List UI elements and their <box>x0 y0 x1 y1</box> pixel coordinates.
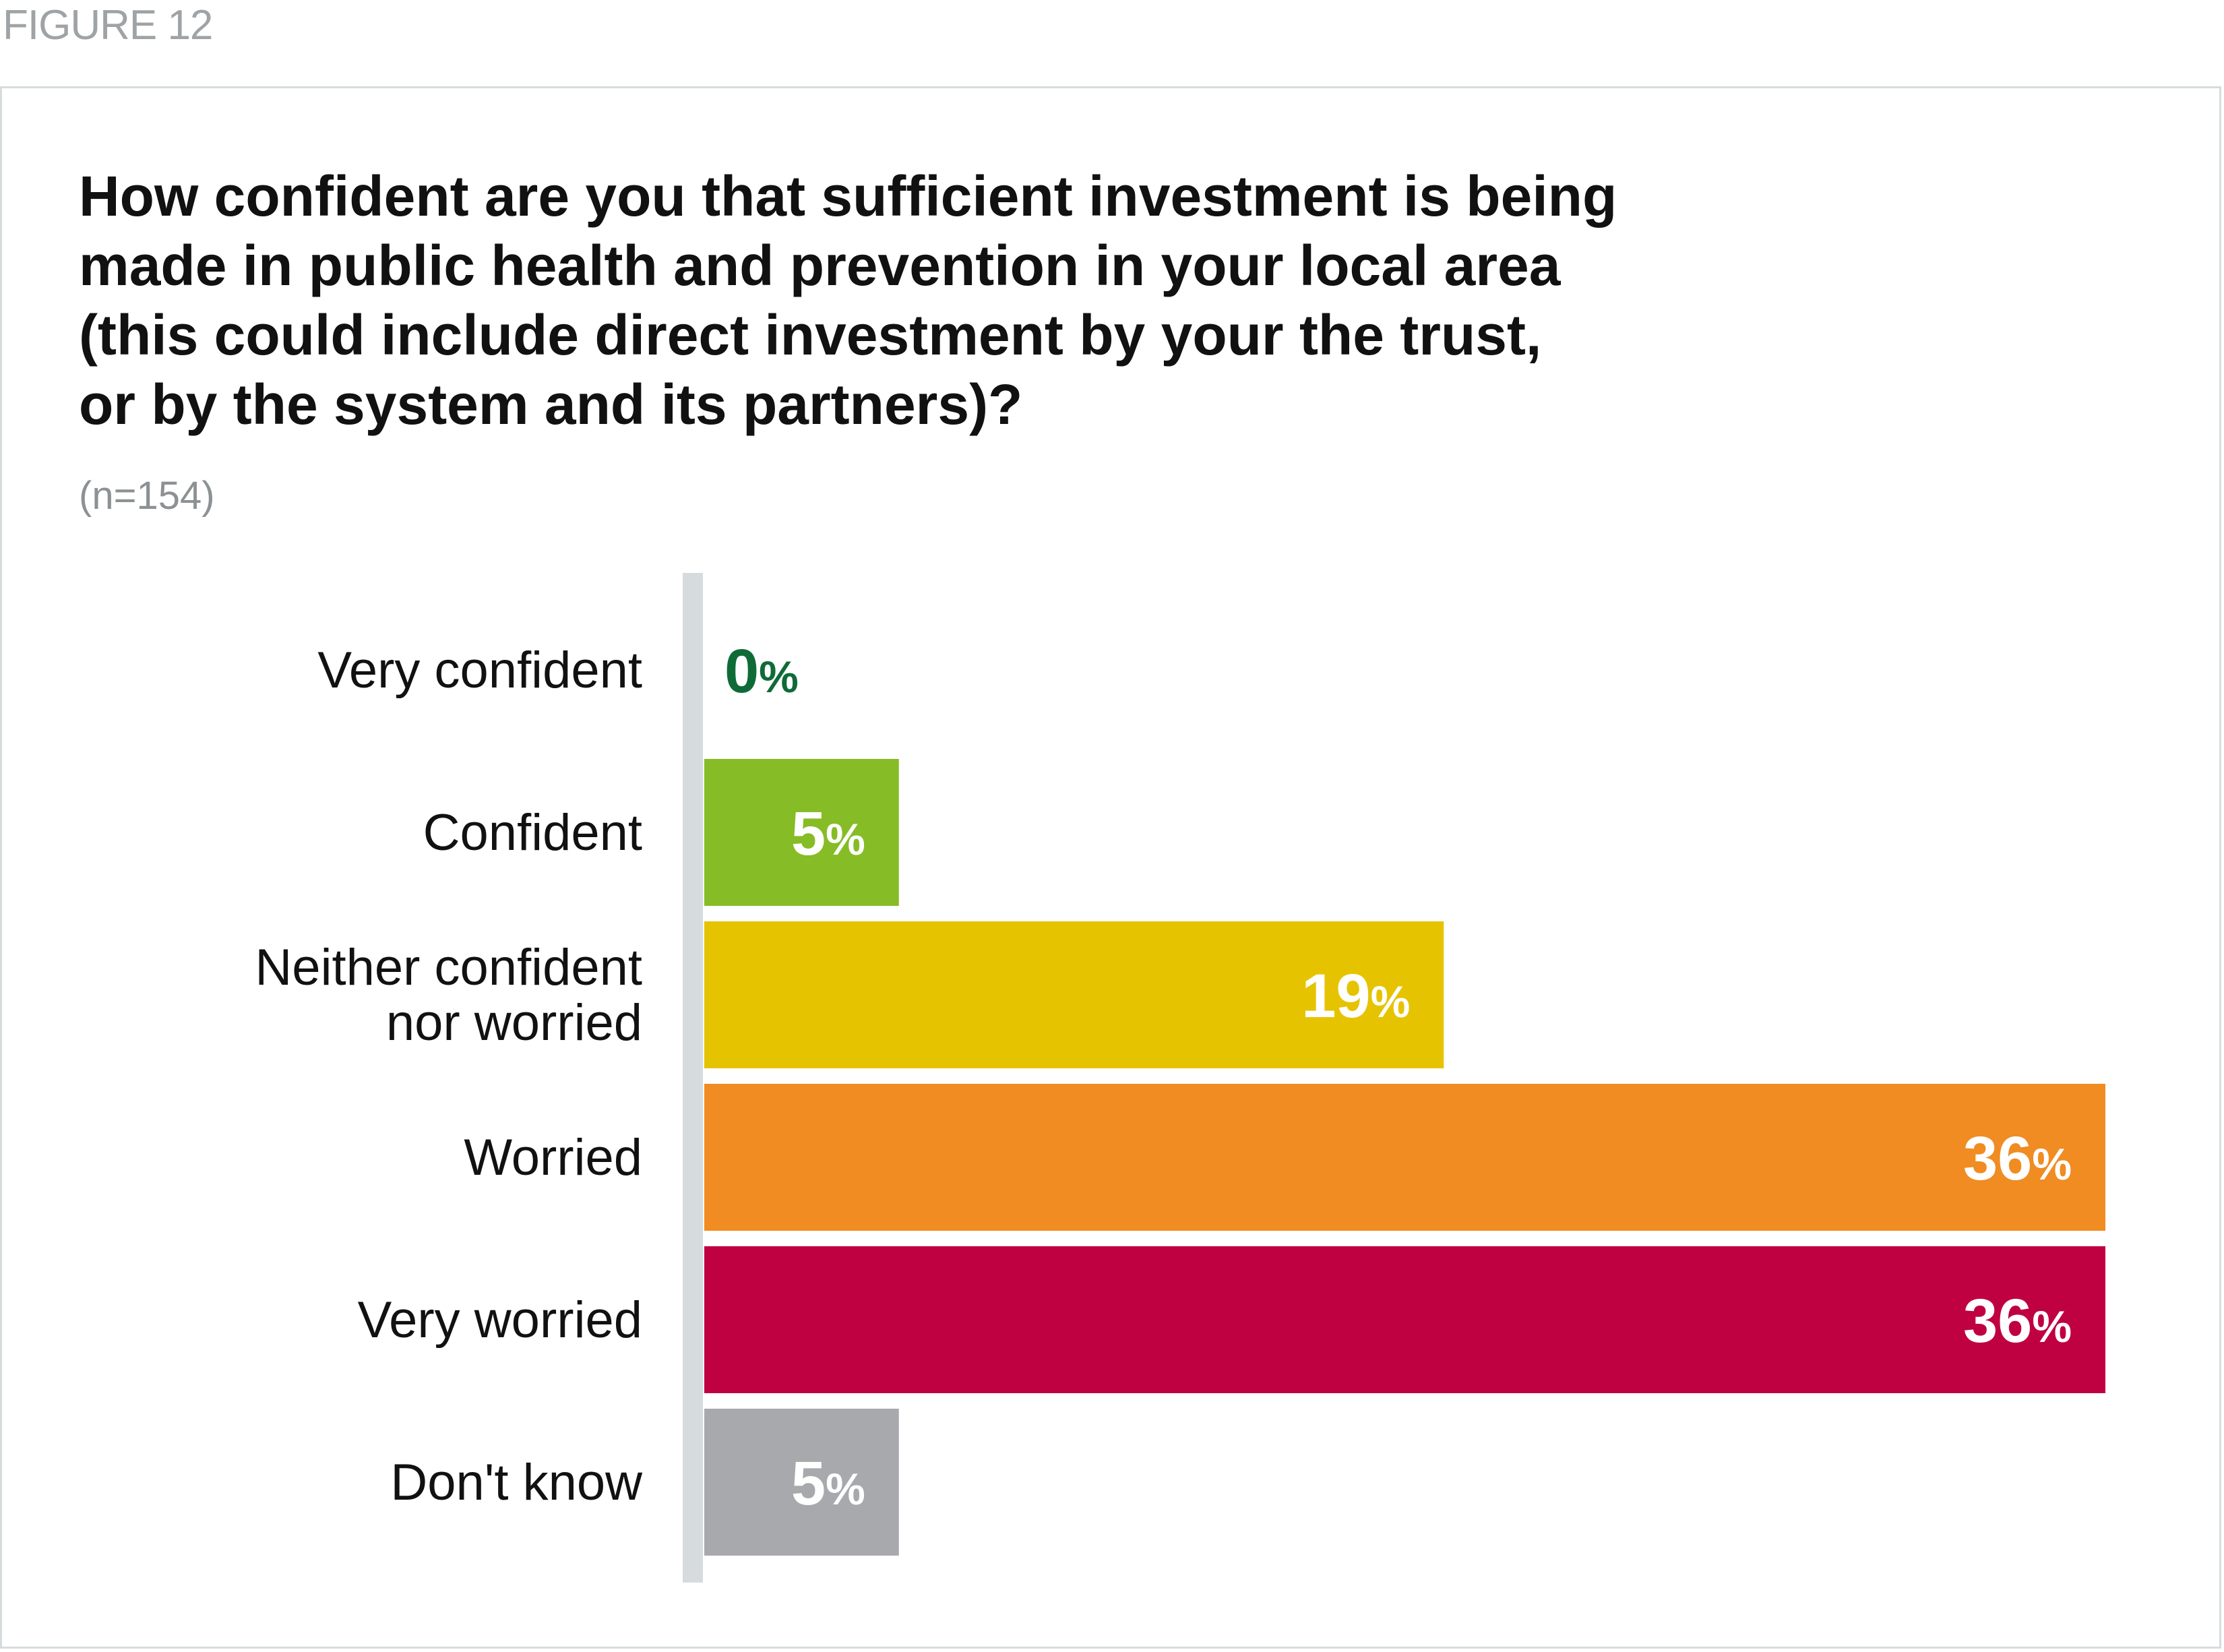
category-label: Don't know <box>390 1454 643 1511</box>
figure-frame <box>0 86 2221 1649</box>
category-label: Very worried <box>358 1291 642 1349</box>
bar <box>704 759 899 906</box>
sample-size: (n=154) <box>79 474 215 518</box>
category-label: Confident <box>423 804 642 861</box>
figure-label: FIGURE 12 <box>3 2 213 49</box>
category-label: Worried <box>464 1129 642 1186</box>
data-label: 36% <box>1963 1287 2072 1355</box>
chart-title-line: How confident are you that sufficient in… <box>79 164 1617 228</box>
category-label: Neither confident nor worried <box>255 939 642 1051</box>
data-label: 5% <box>791 799 865 868</box>
category-label: Very confident <box>317 642 642 699</box>
bar <box>704 1084 2105 1231</box>
data-label: 0% <box>724 637 799 706</box>
data-label: 19% <box>1301 962 1410 1031</box>
chart-title: How confident are you that sufficient in… <box>79 162 1764 439</box>
chart-title-line: or by the system and its partners)? <box>79 373 1023 436</box>
bar <box>704 1409 899 1556</box>
y-axis-line <box>683 573 703 1583</box>
bar <box>704 1246 2105 1393</box>
bar <box>704 921 1444 1068</box>
data-label: 5% <box>791 1449 865 1518</box>
data-label: 36% <box>1963 1124 2072 1193</box>
chart-title-line: made in public health and prevention in … <box>79 234 1561 297</box>
chart-title-line: (this could include direct investment by… <box>79 303 1542 367</box>
